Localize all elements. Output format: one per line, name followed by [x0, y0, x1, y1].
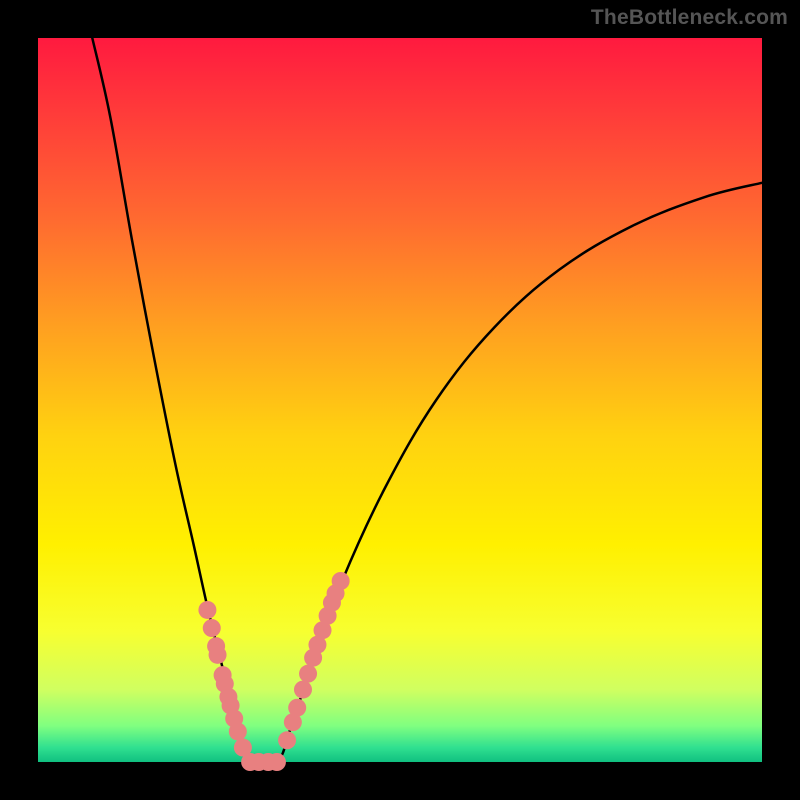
marker-dot	[209, 646, 227, 664]
marker-dot	[299, 665, 317, 683]
chart-container: TheBottleneck.com	[0, 0, 800, 800]
marker-dot	[229, 723, 247, 741]
watermark-text: TheBottleneck.com	[591, 6, 788, 30]
bottleneck-chart-svg	[0, 0, 800, 800]
marker-dot	[203, 619, 221, 637]
plot-gradient-background	[38, 38, 762, 762]
marker-dot	[198, 601, 216, 619]
marker-dot	[278, 731, 296, 749]
marker-dot	[268, 753, 286, 771]
marker-dot	[288, 699, 306, 717]
marker-dot	[294, 681, 312, 699]
marker-dot	[332, 572, 350, 590]
